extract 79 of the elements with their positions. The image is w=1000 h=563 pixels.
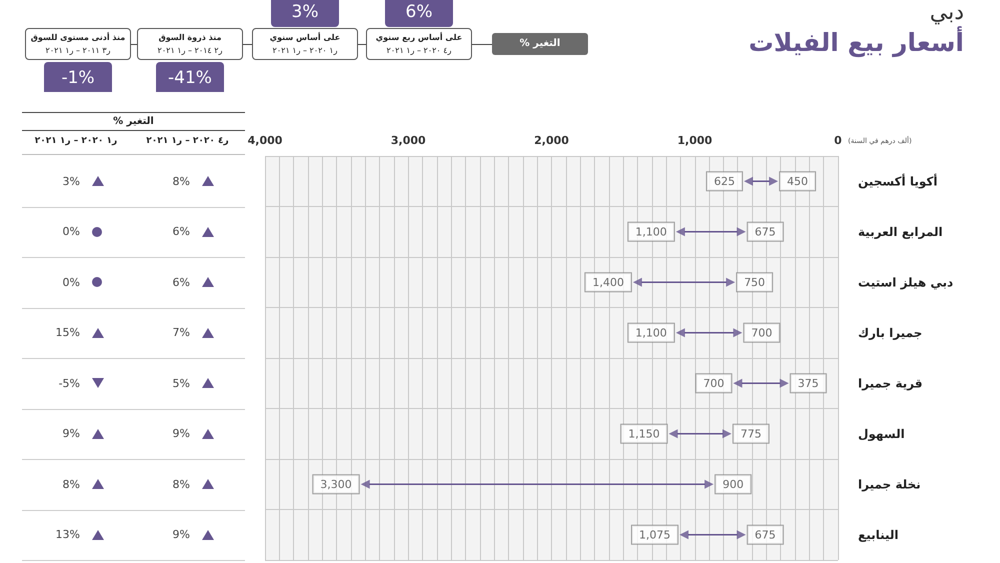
text: % التغير <box>22 112 245 131</box>
point <box>744 176 753 186</box>
text: 6% <box>172 225 190 238</box>
point <box>733 378 742 388</box>
text: ر٤ ٢٠٢٠ – ر١ ٢٠٢١ <box>145 136 230 146</box>
text: منذ أدنى مستوى للسوق <box>30 31 126 44</box>
x-tick-label: 3,000 <box>390 134 426 147</box>
data-label: 775 <box>740 427 762 440</box>
point <box>722 429 732 438</box>
chart-title: أسعار بيع الفيلات <box>748 28 964 57</box>
data-label: 900 <box>722 478 744 491</box>
y-tick-label: قرية جميرا <box>858 376 922 390</box>
data-label: 700 <box>703 376 724 390</box>
point <box>736 227 746 236</box>
text: 8% <box>62 478 80 491</box>
point <box>704 480 714 489</box>
data-label: 1,075 <box>639 528 671 542</box>
x-tick-label: 1,000 <box>677 134 712 147</box>
point <box>733 328 742 338</box>
data-label: 1,150 <box>628 427 660 440</box>
text: 0% <box>62 276 80 289</box>
data-label: 700 <box>751 326 772 340</box>
point <box>736 530 746 540</box>
y-tick-label: أكويا أكسجين <box>858 173 938 188</box>
text: 9% <box>172 427 190 440</box>
data-label: 1,100 <box>635 225 667 238</box>
text: -5% <box>58 376 80 390</box>
y-tick-label: دبي هيلز استيت <box>858 275 954 290</box>
y-tick-label: نخلة جميرا <box>858 477 921 492</box>
y-tick-label: جميرا بارك <box>858 326 922 340</box>
y-tick-label: السهول <box>858 426 905 441</box>
data-label: 450 <box>787 174 808 188</box>
text: ر٢ ٢٠١٤ – ر١ ٢٠٢١ <box>156 45 224 57</box>
point <box>726 278 736 287</box>
text: ر٣ ٢٠١١ – ر١ ٢٠٢١ <box>44 45 112 57</box>
data-label: 625 <box>714 174 735 188</box>
text: 9% <box>62 427 80 440</box>
text: 5% <box>172 376 190 390</box>
text: 7% <box>172 326 190 340</box>
data-label: 3,300 <box>320 478 352 491</box>
point <box>769 176 778 186</box>
text: 9% <box>172 528 190 542</box>
text: 6% <box>385 0 453 27</box>
data-label: 375 <box>798 376 819 390</box>
text: -41% <box>156 62 224 92</box>
y-tick-label: المرابع العربية <box>858 224 943 239</box>
text: 8% <box>172 478 190 491</box>
text: 3% <box>271 0 339 27</box>
point <box>780 378 789 388</box>
x-tick-label: 0 <box>834 134 842 147</box>
text: ر١ ٢٠٢٠ – ر١ ٢٠٢١ <box>34 136 118 146</box>
text: على أساس ربع سنوي <box>374 31 464 44</box>
text: 0% <box>62 225 80 238</box>
point <box>676 328 685 338</box>
data-label: 675 <box>754 225 776 238</box>
point <box>680 530 689 540</box>
data-label: 750 <box>744 276 766 289</box>
text: على أساس سنوي <box>268 31 342 44</box>
point <box>632 278 642 287</box>
text: ر٤ ٢٠٢٠ – ر١ ٢٠٢١ <box>386 45 452 57</box>
text: ر١ ٢٠٢٠ – ر١ ٢٠٢١ <box>272 45 338 57</box>
point <box>668 429 678 438</box>
text: -1% <box>44 62 112 92</box>
y-tick-label: الينابيع <box>858 528 899 542</box>
text: منذ ذروة السوق <box>158 32 222 44</box>
text: % التغير <box>492 33 588 55</box>
text: 3% <box>62 174 80 188</box>
x-tick-label: 2,000 <box>534 134 570 147</box>
point <box>676 227 685 236</box>
text: 13% <box>54 528 80 542</box>
x-tick-label: 4,000 <box>248 134 283 147</box>
text: 6% <box>172 276 190 289</box>
data-label: 1,400 <box>592 276 624 289</box>
data-label: 675 <box>754 528 776 542</box>
text: دبي <box>930 0 964 25</box>
text: 8% <box>172 174 190 188</box>
data-label: 1,100 <box>635 326 667 340</box>
text: 15% <box>54 326 80 340</box>
point <box>360 480 370 489</box>
